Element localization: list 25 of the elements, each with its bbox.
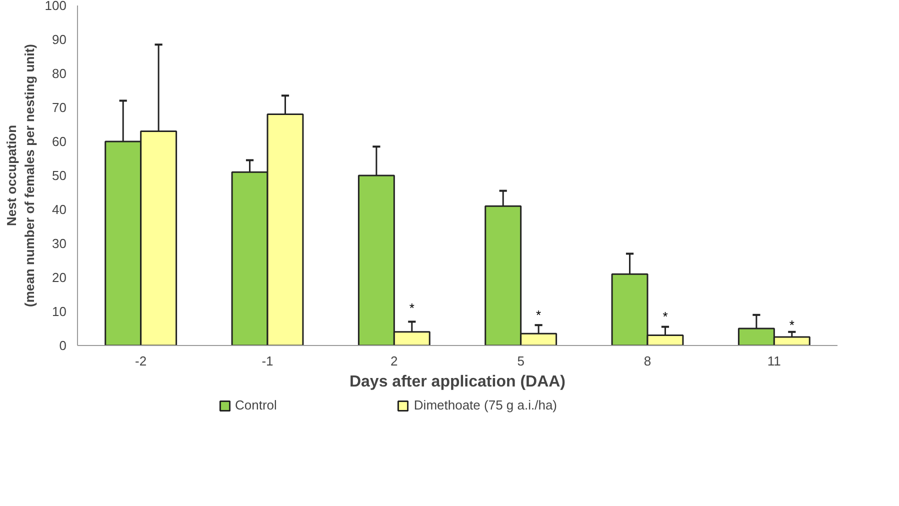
- x-tick-label: 8: [644, 354, 652, 368]
- y-tick-label: 100: [44, 0, 67, 13]
- y-tick-label: 80: [52, 66, 67, 81]
- x-tick-label: 2: [390, 354, 398, 368]
- y-tick-label: 40: [52, 202, 67, 217]
- y-tick-label: 30: [52, 236, 67, 251]
- y-tick-label: 10: [52, 304, 67, 319]
- x-tick-label: 11: [767, 354, 781, 368]
- y-tick-label: 90: [52, 32, 67, 47]
- y-tick-label: 60: [52, 134, 67, 149]
- legend-label: Dimethoate (75 g a.i./ha): [414, 398, 557, 412]
- y-tick-label: 0: [59, 338, 67, 353]
- y-tick-label: 70: [52, 100, 67, 115]
- annotation: *: [409, 300, 414, 316]
- annotation: *: [662, 309, 668, 324]
- y-tick-label: 20: [52, 270, 67, 285]
- x-axis-title: Days after application (DAA): [349, 374, 566, 390]
- annotation: *: [789, 318, 794, 333]
- annotation: *: [536, 307, 542, 322]
- y-axis-title: Nest occupation (mean number of females per nesting unit): [4, 44, 37, 307]
- y-tick-label: 50: [52, 168, 67, 183]
- legend-label: Control: [235, 398, 277, 412]
- x-tick-label: -1: [262, 354, 274, 368]
- x-tick-label: -2: [135, 354, 147, 368]
- x-tick-label: 5: [517, 354, 524, 368]
